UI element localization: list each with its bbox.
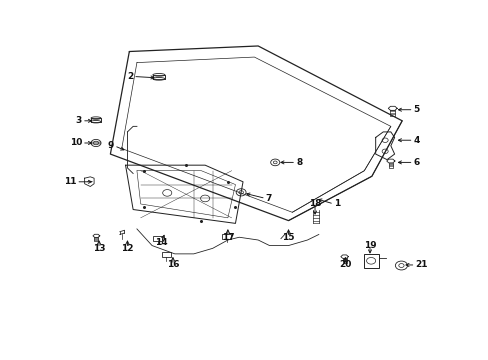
- Text: 21: 21: [415, 261, 427, 269]
- Text: 2: 2: [126, 72, 133, 81]
- Bar: [91, 118, 101, 122]
- Text: 16: 16: [166, 261, 179, 269]
- Text: 15: 15: [282, 233, 294, 242]
- Text: 11: 11: [63, 177, 76, 186]
- Text: 5: 5: [413, 105, 419, 114]
- Text: 10: 10: [69, 139, 82, 148]
- Text: 7: 7: [265, 194, 272, 203]
- Text: 14: 14: [155, 238, 167, 247]
- Text: 17: 17: [221, 233, 234, 242]
- Text: 19: 19: [363, 241, 376, 250]
- Text: 4: 4: [413, 136, 419, 145]
- Bar: [363, 254, 378, 268]
- Text: 20: 20: [339, 261, 351, 269]
- Text: 13: 13: [93, 244, 105, 253]
- Bar: [162, 252, 171, 257]
- Bar: [153, 236, 162, 241]
- Bar: [153, 75, 164, 79]
- Text: 1: 1: [333, 199, 340, 208]
- Text: 6: 6: [413, 158, 419, 167]
- Text: 12: 12: [121, 244, 133, 253]
- Text: 9: 9: [107, 141, 114, 150]
- Text: 8: 8: [296, 158, 302, 167]
- Text: 18: 18: [308, 199, 321, 208]
- Bar: [222, 234, 231, 239]
- Text: 3: 3: [76, 116, 82, 125]
